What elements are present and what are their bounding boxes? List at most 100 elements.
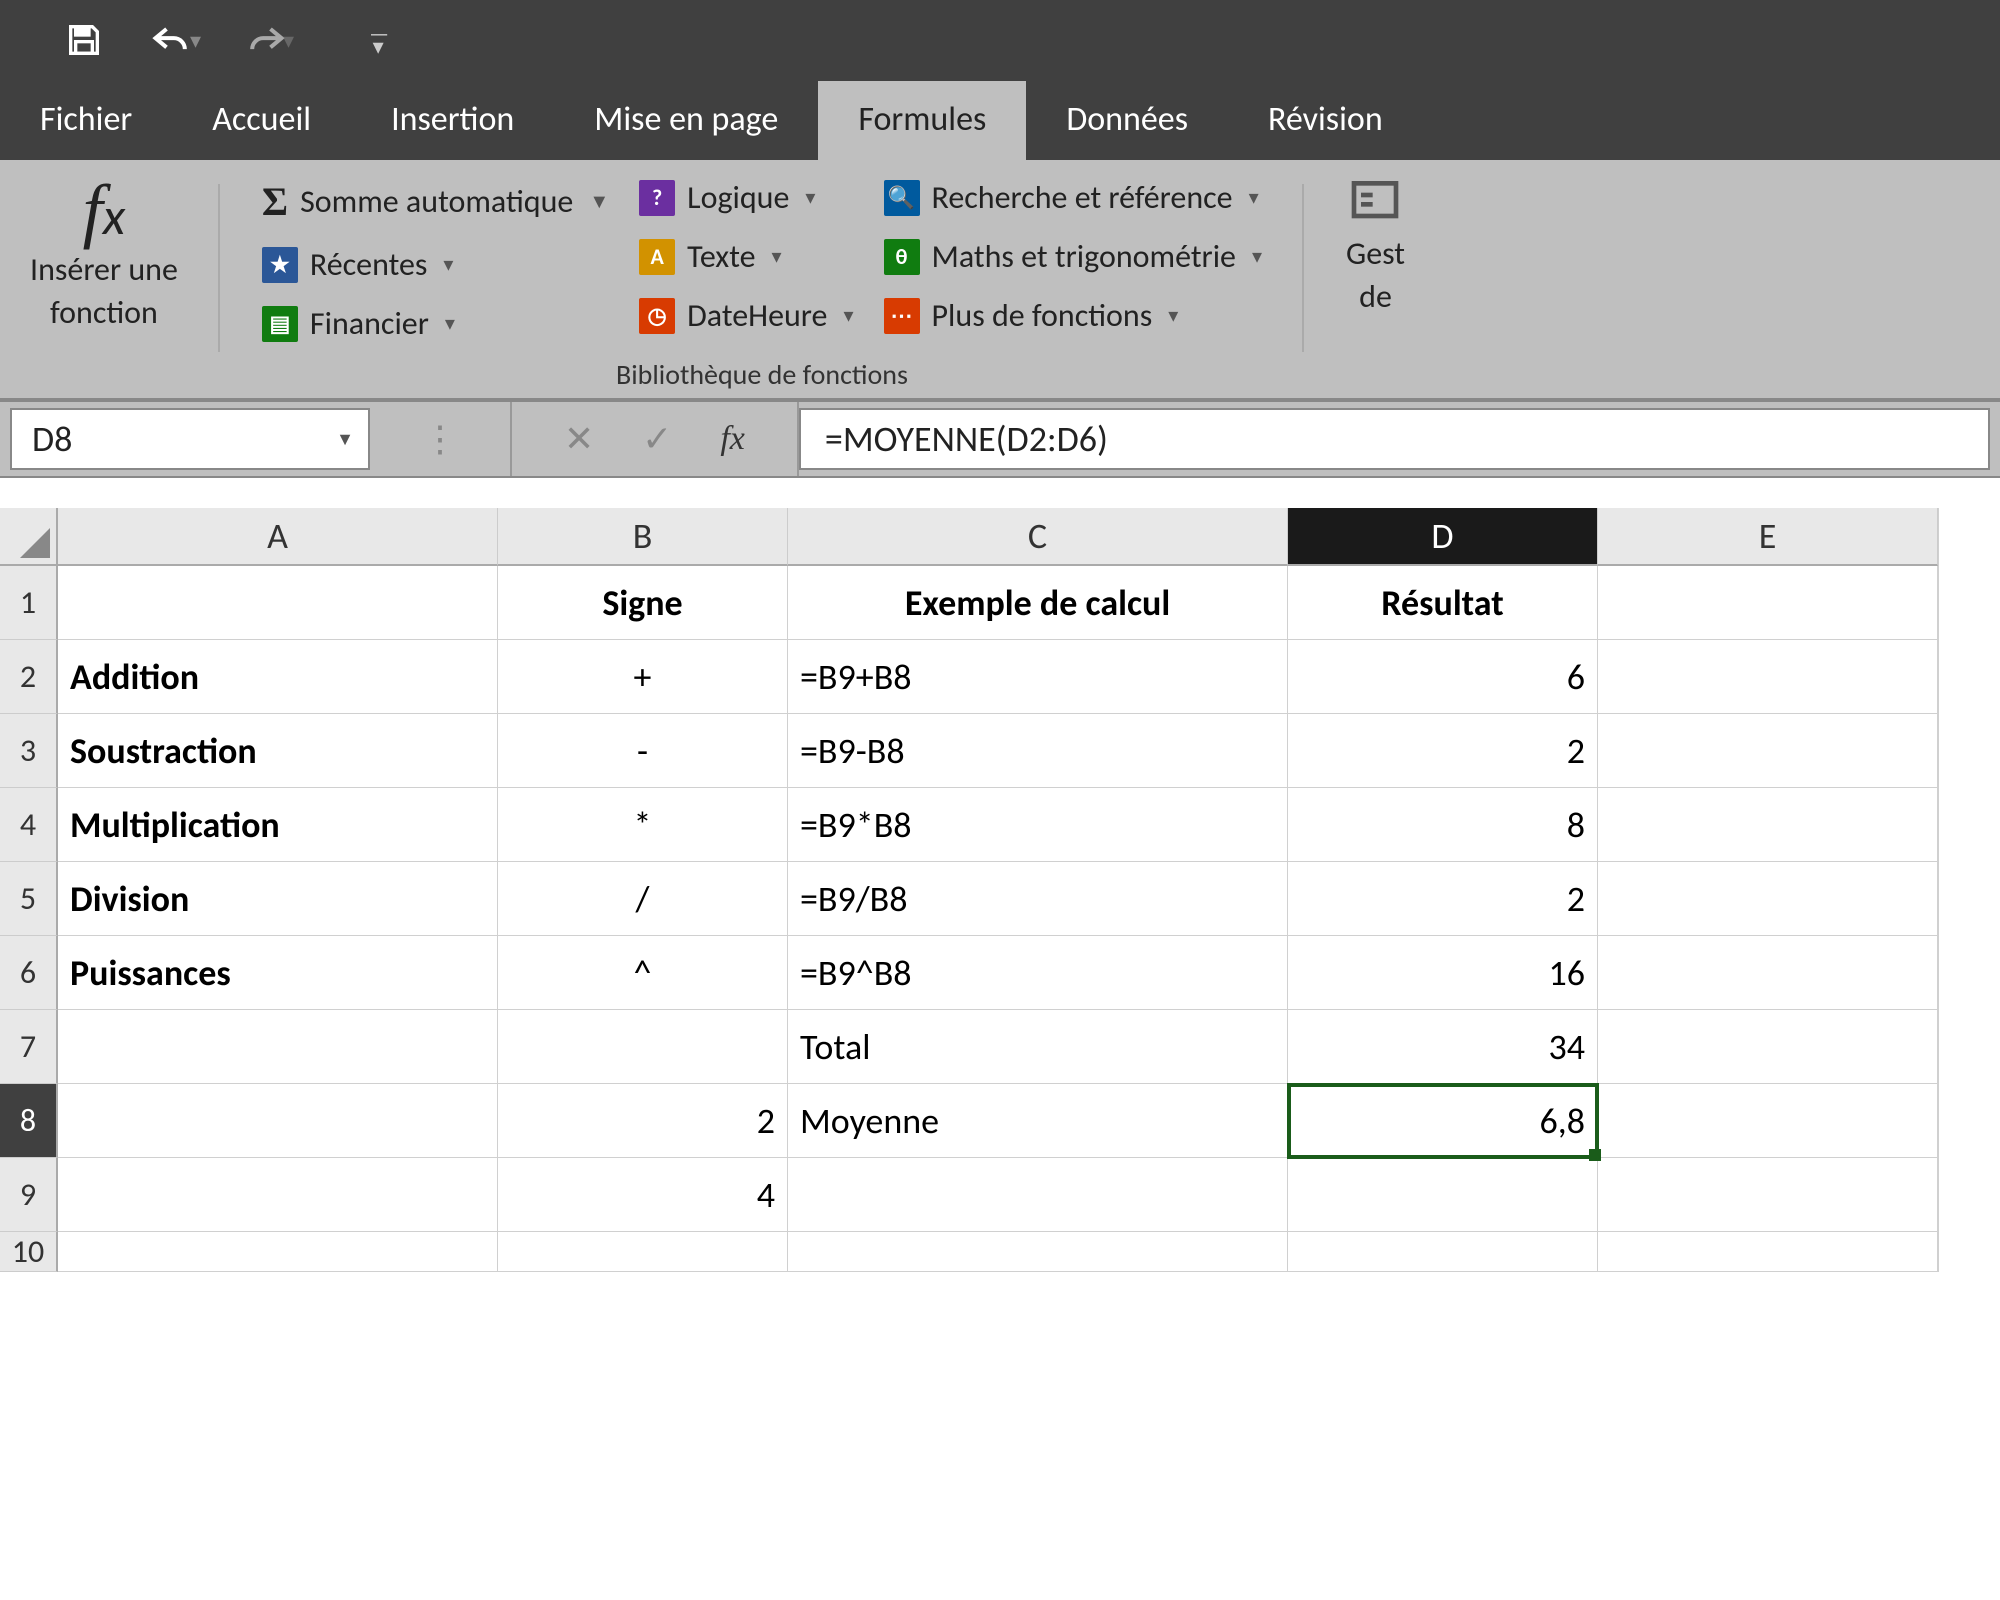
chevron-down-icon: ▾ — [1249, 185, 1259, 210]
cell[interactable]: / — [498, 862, 788, 936]
cell[interactable] — [1288, 1158, 1598, 1232]
cell[interactable] — [58, 1158, 498, 1232]
col-header[interactable]: B — [498, 508, 788, 566]
qat-customize-icon[interactable]: —▾ — [354, 16, 402, 64]
cell[interactable] — [1598, 714, 1938, 788]
cell[interactable]: Addition — [58, 640, 498, 714]
cell[interactable] — [1598, 1084, 1938, 1158]
cell[interactable] — [1598, 788, 1938, 862]
cell[interactable] — [1598, 1158, 1938, 1232]
fx-icon[interactable]: fx — [696, 420, 769, 458]
spreadsheet-grid[interactable]: 1 2 3 4 5 6 7 8 9 10 A B C D E Signe Exe… — [0, 508, 2000, 1272]
cell[interactable]: 16 — [1288, 936, 1598, 1010]
cell[interactable] — [788, 1158, 1288, 1232]
tab-formulas[interactable]: Formules — [818, 81, 1026, 160]
cell[interactable]: * — [498, 788, 788, 862]
cell[interactable]: 2 — [1288, 714, 1598, 788]
cell[interactable] — [1598, 862, 1938, 936]
text-button[interactable]: A Texte▾ — [639, 237, 853, 276]
math-button[interactable]: θ Maths et trigonométrie▾ — [884, 237, 1263, 276]
cell[interactable]: =B9+B8 — [788, 640, 1288, 714]
name-manager-button[interactable]: Gest de — [1346, 174, 1405, 316]
cell[interactable]: Soustraction — [58, 714, 498, 788]
financial-button[interactable]: ▤ Financier▾ — [262, 304, 609, 343]
logical-button[interactable]: ? Logique▾ — [639, 178, 853, 217]
cell[interactable]: Multiplication — [58, 788, 498, 862]
cell[interactable] — [58, 1010, 498, 1084]
autosum-button[interactable]: Σ Somme automatique▼ — [262, 178, 609, 225]
cell[interactable]: 34 — [1288, 1010, 1598, 1084]
search-icon: 🔍 — [884, 180, 920, 216]
cell[interactable] — [498, 1010, 788, 1084]
save-icon[interactable] — [60, 16, 108, 64]
cell[interactable]: =B9^B8 — [788, 936, 1288, 1010]
formula-input[interactable]: =MOYENNE(D2:D6) — [799, 408, 1990, 470]
col-header[interactable]: E — [1598, 508, 1938, 566]
cell[interactable]: 6 — [1288, 640, 1598, 714]
more-fn-button[interactable]: ⋯ Plus de fonctions▾ — [884, 296, 1263, 335]
cell[interactable] — [1598, 566, 1938, 640]
cancel-icon[interactable]: ✕ — [540, 417, 618, 461]
row-header[interactable]: 1 — [0, 566, 58, 640]
cell[interactable]: 8 — [1288, 788, 1598, 862]
select-all-corner[interactable] — [0, 508, 58, 566]
row-header[interactable]: 10 — [0, 1232, 58, 1272]
cell[interactable]: Division — [58, 862, 498, 936]
col-header[interactable]: A — [58, 508, 498, 566]
insert-function-button[interactable]: fx Insérer une fonction — [30, 174, 178, 332]
row-header[interactable]: 9 — [0, 1158, 58, 1232]
cell[interactable]: 4 — [498, 1158, 788, 1232]
row-header[interactable]: 6 — [0, 936, 58, 1010]
name-box[interactable]: D8 ▼ — [10, 408, 370, 470]
tab-review[interactable]: Révision — [1228, 81, 1423, 160]
cell[interactable]: Moyenne — [788, 1084, 1288, 1158]
tab-home[interactable]: Accueil — [172, 81, 351, 160]
cell[interactable] — [1598, 936, 1938, 1010]
cell[interactable]: =B9/B8 — [788, 862, 1288, 936]
recent-button[interactable]: ★ Récentes▾ — [262, 245, 609, 284]
cell[interactable] — [58, 1084, 498, 1158]
undo-dropdown-icon[interactable]: ▾ — [190, 27, 201, 54]
row-header[interactable]: 3 — [0, 714, 58, 788]
cell[interactable]: =B9-B8 — [788, 714, 1288, 788]
row-header[interactable]: 7 — [0, 1010, 58, 1084]
cell[interactable] — [1598, 1232, 1938, 1272]
cell[interactable]: - — [498, 714, 788, 788]
vdots-icon[interactable]: ⋮ — [398, 417, 482, 461]
cell[interactable]: Signe — [498, 566, 788, 640]
cell[interactable] — [58, 1232, 498, 1272]
row-header[interactable]: 4 — [0, 788, 58, 862]
cell[interactable]: Exemple de calcul — [788, 566, 1288, 640]
row-header[interactable]: 2 — [0, 640, 58, 714]
cell[interactable]: Puissances — [58, 936, 498, 1010]
cell[interactable] — [498, 1232, 788, 1272]
cell[interactable]: Résultat — [1288, 566, 1598, 640]
cell[interactable] — [1288, 1232, 1598, 1272]
cell[interactable] — [1598, 640, 1938, 714]
tab-file[interactable]: Fichier — [0, 81, 172, 160]
tab-data[interactable]: Données — [1026, 81, 1228, 160]
lookup-button[interactable]: 🔍 Recherche et référence▾ — [884, 178, 1263, 217]
col-header[interactable]: D — [1288, 508, 1598, 566]
row-header[interactable]: 5 — [0, 862, 58, 936]
cell[interactable]: =B9*B8 — [788, 788, 1288, 862]
redo-icon[interactable] — [241, 16, 289, 64]
cell[interactable]: ^ — [498, 936, 788, 1010]
cell[interactable]: 2 — [1288, 862, 1598, 936]
cell[interactable] — [788, 1232, 1288, 1272]
tab-insert[interactable]: Insertion — [351, 81, 554, 160]
chevron-down-icon[interactable]: ▼ — [336, 428, 354, 450]
cell-selected[interactable]: 6,8 — [1288, 1084, 1598, 1158]
cell[interactable] — [58, 566, 498, 640]
cell[interactable]: 2 — [498, 1084, 788, 1158]
undo-icon[interactable] — [148, 16, 196, 64]
cell[interactable] — [1598, 1010, 1938, 1084]
redo-dropdown-icon[interactable]: ▾ — [283, 27, 294, 54]
cell[interactable]: + — [498, 640, 788, 714]
enter-icon[interactable]: ✓ — [618, 417, 696, 461]
row-header[interactable]: 8 — [0, 1084, 58, 1158]
datetime-button[interactable]: ◷ DateHeure▾ — [639, 296, 853, 335]
col-header[interactable]: C — [788, 508, 1288, 566]
tab-layout[interactable]: Mise en page — [554, 81, 818, 160]
cell[interactable]: Total — [788, 1010, 1288, 1084]
